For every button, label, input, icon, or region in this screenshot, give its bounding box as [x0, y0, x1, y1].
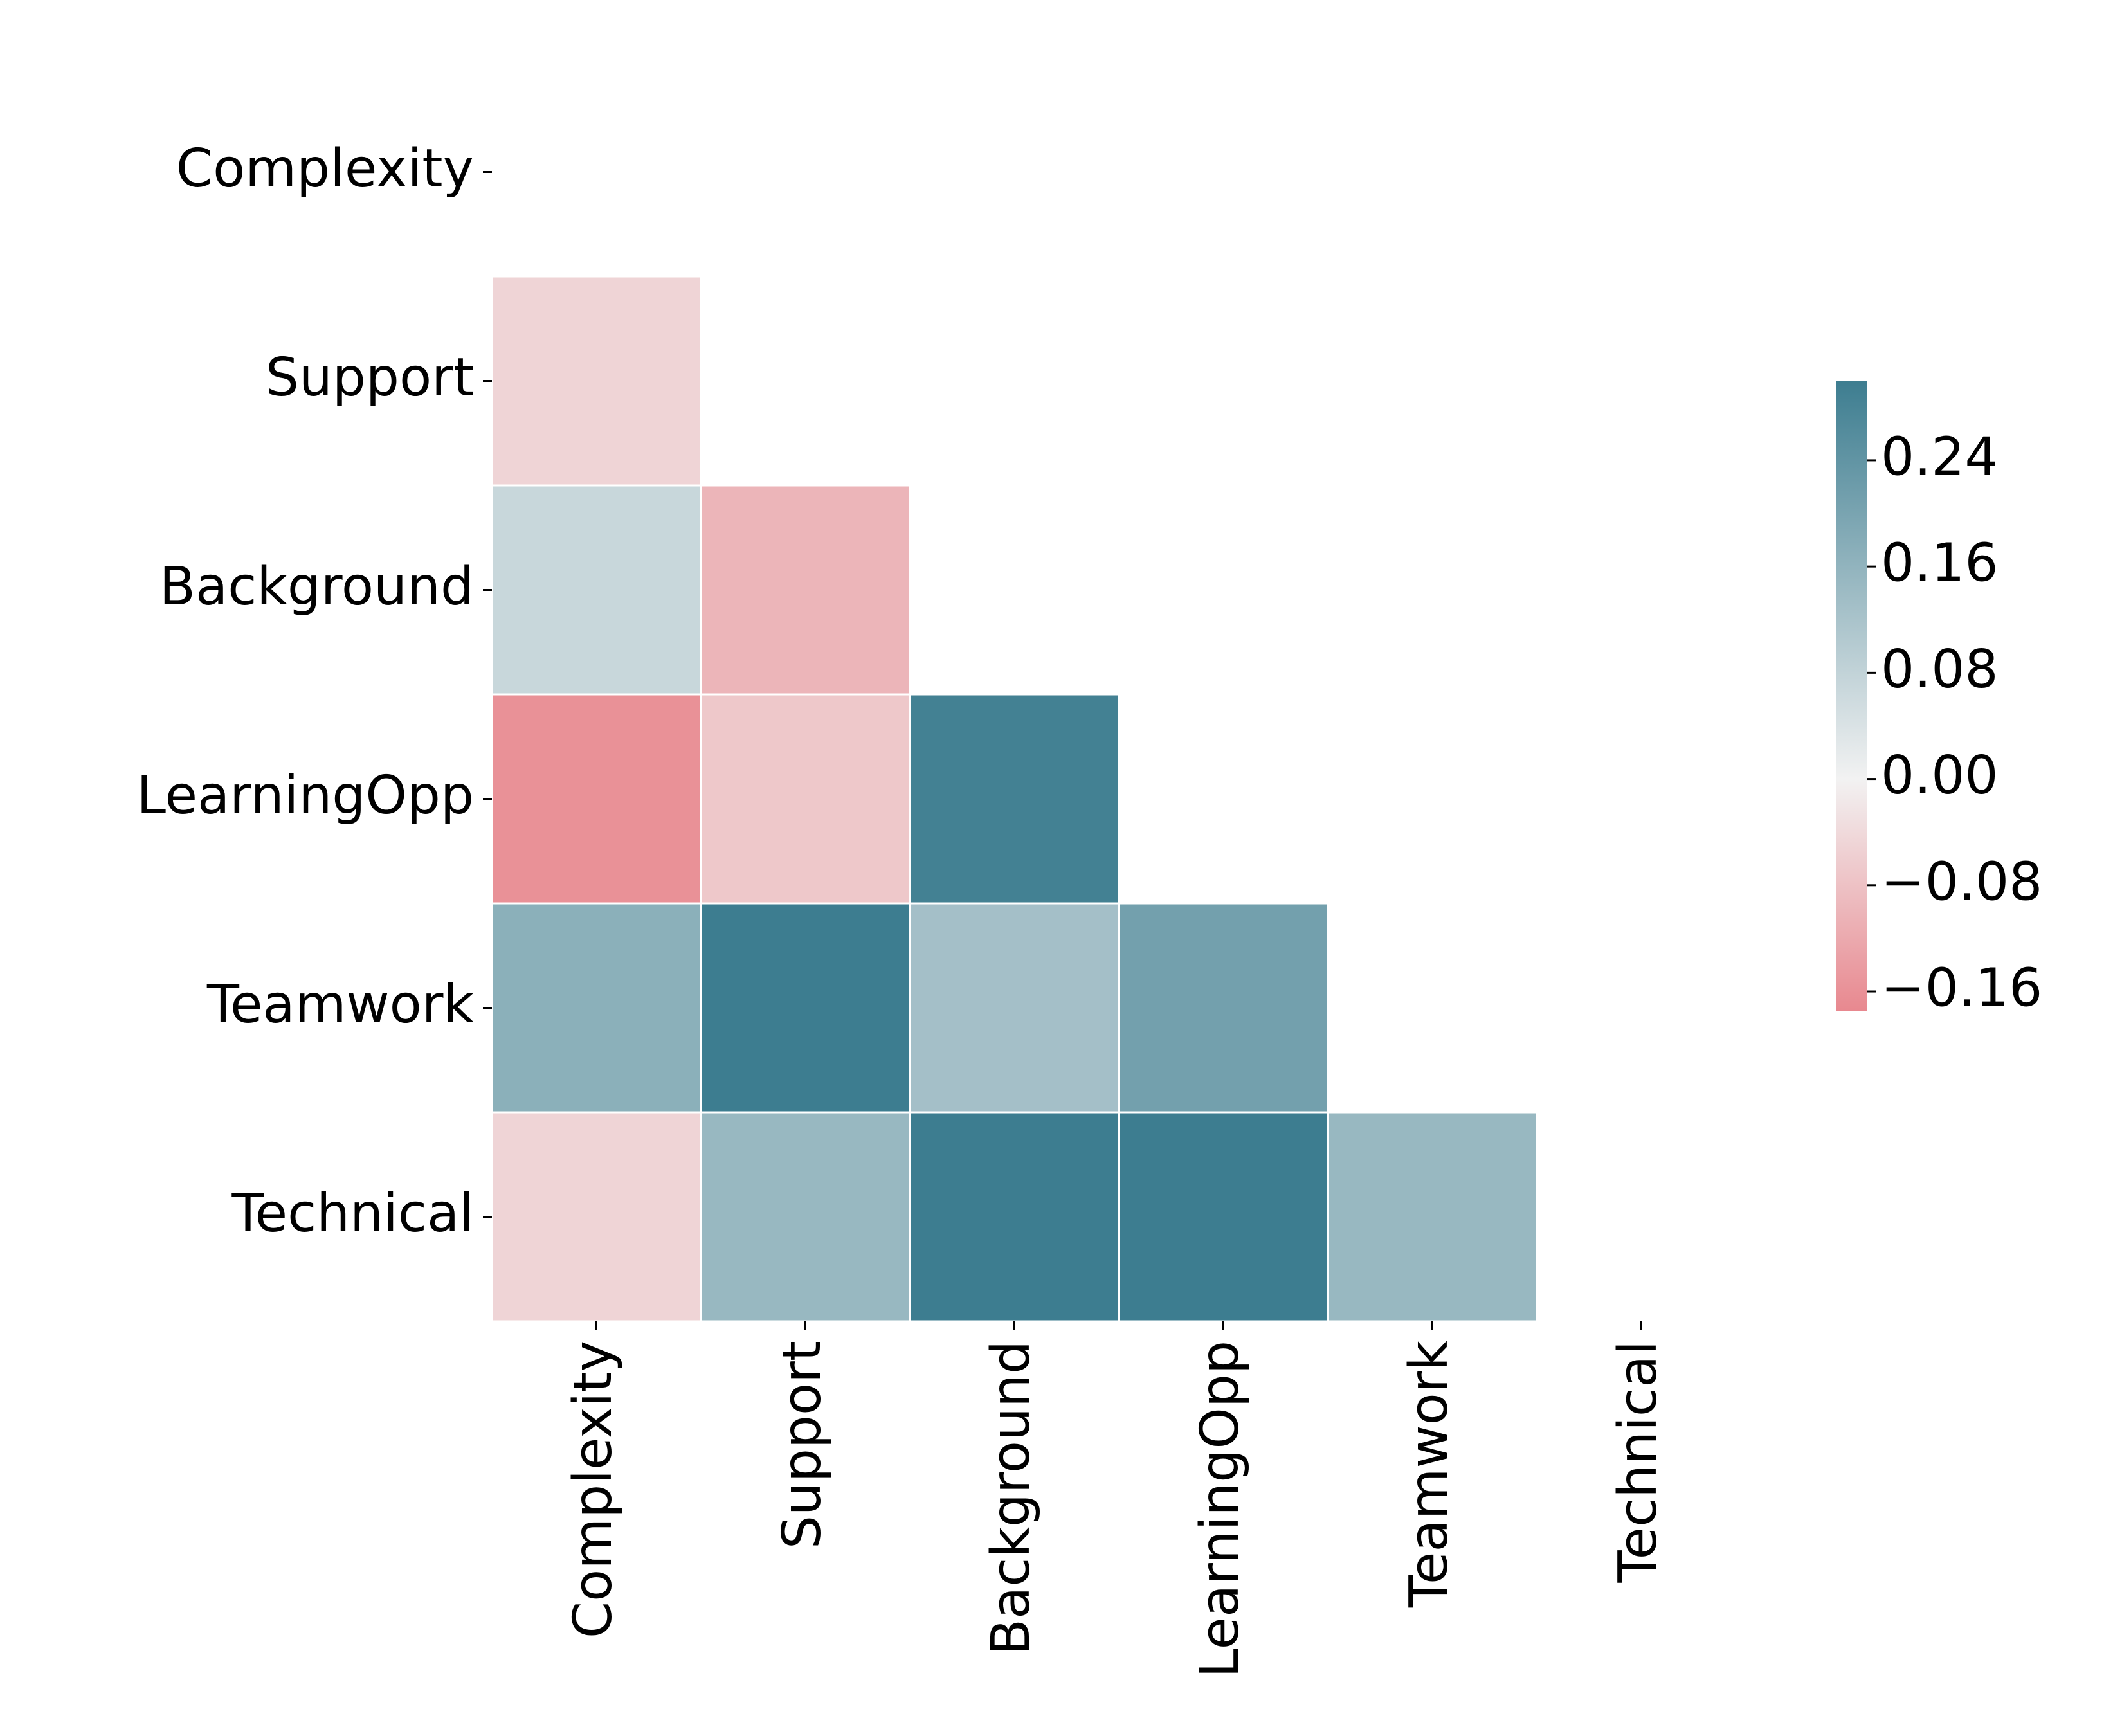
y-axis-tick-labels: Complexity Support Background LearningOpp Te… [136, 138, 492, 1244]
heatmap-cell-technical-background [909, 1111, 1120, 1323]
heatmap-cell-learningopp-complexity [491, 693, 702, 905]
y-tick-label: LearningOpp [136, 765, 474, 826]
x-axis-tick-labels: Complexity Support Background LearningOpp Te… [563, 1321, 1669, 1678]
colorbar-tick-label: 0.24 [1881, 426, 1999, 487]
x-tick-label: LearningOpp [1190, 1341, 1251, 1678]
x-tick-label: Support [772, 1341, 833, 1549]
colorbar-tick-label: 0.00 [1881, 745, 1999, 806]
heatmap-cell-teamwork-complexity [491, 902, 702, 1114]
y-tick-label: Complexity [176, 138, 474, 199]
colorbar-tick-label: −0.08 [1881, 851, 2042, 912]
colorbar-tick-label: 0.16 [1881, 533, 1999, 594]
heatmap-cell-background-complexity [491, 484, 702, 696]
y-tick-label: Support [266, 347, 474, 408]
heatmap-cell-technical-learningopp [1118, 1111, 1329, 1323]
y-tick-label: Teamwork [206, 974, 475, 1035]
colorbar: −0.16 −0.08 0.00 0.08 0.16 0.24 [1836, 381, 2042, 1018]
heatmap-cell-learningopp-background [909, 693, 1120, 905]
colorbar-tick-label: −0.16 [1881, 957, 2042, 1018]
x-tick-label: Technical [1608, 1341, 1669, 1584]
heatmap-cell-technical-teamwork [1327, 1111, 1538, 1323]
y-tick-label: Background [159, 556, 474, 617]
x-tick-label: Complexity [563, 1341, 624, 1638]
heatmap-cells [491, 275, 1538, 1323]
x-tick-label: Teamwork [1399, 1340, 1460, 1608]
heatmap-cell-technical-support [700, 1111, 911, 1323]
heatmap-cell-support-complexity [491, 275, 702, 487]
heatmap-cell-learningopp-support [700, 693, 911, 905]
colorbar-tick-label: 0.08 [1881, 639, 1999, 700]
heatmap-cell-teamwork-background [909, 902, 1120, 1114]
heatmap-cell-background-support [700, 484, 911, 696]
heatmap-cell-teamwork-learningopp [1118, 902, 1329, 1114]
y-tick-label: Technical [231, 1183, 474, 1244]
x-tick-label: Background [981, 1341, 1042, 1655]
heatmap-cell-technical-complexity [491, 1111, 702, 1323]
heatmap-cell-teamwork-support [700, 902, 911, 1114]
colorbar-gradient [1836, 381, 1867, 1011]
colorbar-ticks: −0.16 −0.08 0.00 0.08 0.16 0.24 [1867, 426, 2042, 1018]
